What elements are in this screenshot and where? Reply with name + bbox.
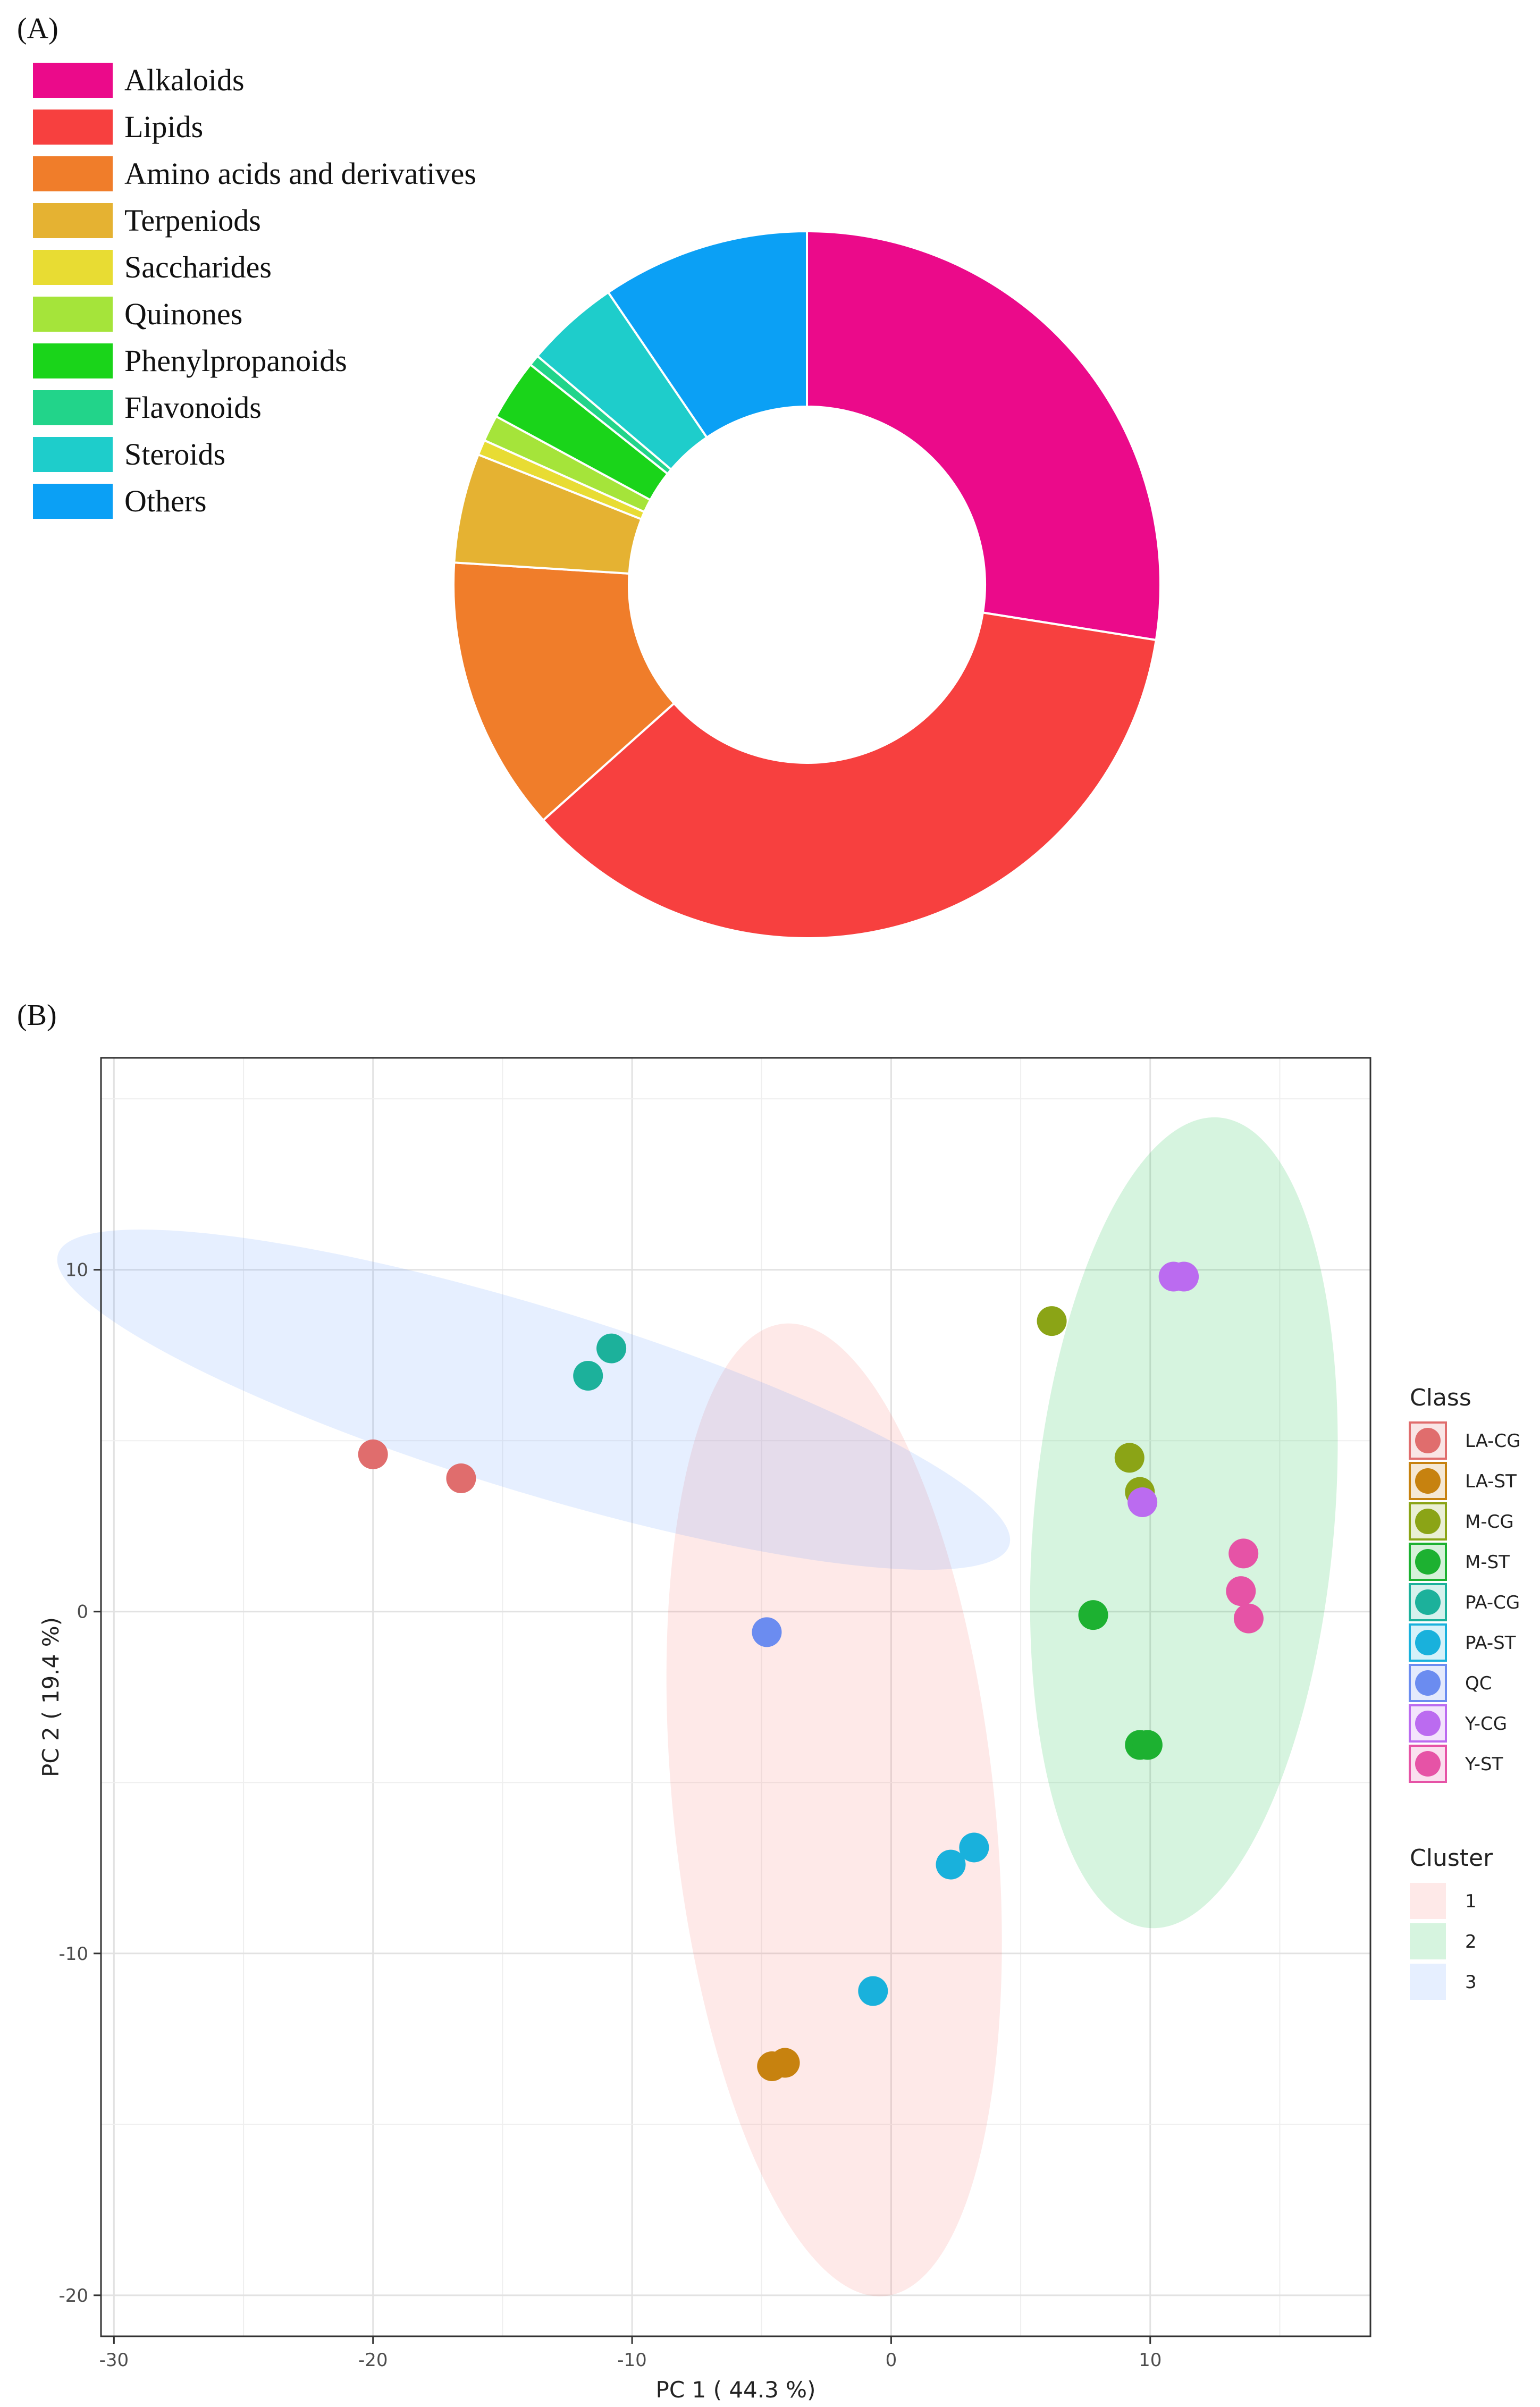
donut-chart xyxy=(452,230,1162,939)
legend-label-saccharides: Saccharides xyxy=(124,250,272,284)
x-axis: -30 -20 -10 0 10 PC 1 ( 44.3 %) xyxy=(99,2336,1162,2403)
point-m-st-3 xyxy=(1132,1730,1163,1760)
class-legend: Class LA-CG LA-ST M-CG M-ST PA-CG PA-ST QC Y-CG Y… xyxy=(1409,1384,1521,1783)
point-pa-st-1 xyxy=(858,1976,888,2006)
y-axis-title: PC 2 ( 19.4 %) xyxy=(38,1617,64,1777)
point-m-cg-1 xyxy=(1037,1306,1067,1336)
class-legend-dot-qc xyxy=(1415,1670,1441,1696)
class-legend-label-pa-st: PA-ST xyxy=(1465,1632,1516,1654)
point-qc-1 xyxy=(752,1617,782,1647)
grid-lines xyxy=(101,1058,1370,2336)
cluster-legend-key-1 xyxy=(1410,1883,1446,1919)
panel-b-label: (B) xyxy=(17,999,57,1032)
point-pa-st-2 xyxy=(936,1849,966,1880)
pca-scatter-chart: -30 -20 -10 0 10 PC 1 ( 44.3 %) -20 -10 0 10 PC 2 … xyxy=(38,1057,1521,2403)
y-tick-label: 10 xyxy=(65,1260,88,1281)
class-legend-label-m-st: M-ST xyxy=(1465,1552,1510,1573)
point-la-st-2 xyxy=(770,2048,800,2078)
cluster-ellipse-1 xyxy=(666,1323,1002,2296)
legend-label-steroids: Steroids xyxy=(124,437,225,472)
panel-a-label: (A) xyxy=(17,12,58,45)
legend-swatch-lipids xyxy=(33,110,113,145)
donut-slice-amino-acids-and-derivatives xyxy=(452,561,676,822)
y-tick-label: 0 xyxy=(77,1602,88,1623)
cluster-legend: Cluster 1 2 3 xyxy=(1410,1845,1493,2000)
donut-slice-lipids xyxy=(542,611,1158,939)
point-m-cg-2 xyxy=(1114,1443,1145,1473)
legend-swatch-alkaloids xyxy=(33,63,113,98)
point-y-st-3 xyxy=(1233,1603,1264,1634)
point-y-cg-2 xyxy=(1169,1261,1199,1292)
cluster-legend-key-3 xyxy=(1410,1964,1446,2000)
class-legend-dot-pa-cg xyxy=(1415,1589,1441,1615)
cluster-legend-label-1: 1 xyxy=(1465,1891,1477,1912)
cluster-legend-key-2 xyxy=(1410,1923,1446,1959)
legend-swatch-steroids xyxy=(33,437,113,472)
x-tick-label: 10 xyxy=(1139,2350,1162,2371)
class-legend-dot-y-st xyxy=(1415,1751,1441,1777)
donut-legend: Alkaloids Lipids Amino acids and derivativ… xyxy=(33,63,476,519)
class-legend-label-qc: QC xyxy=(1465,1673,1492,1694)
legend-label-amino-acids-and-derivatives: Amino acids and derivatives xyxy=(124,156,476,191)
class-legend-label-la-st: LA-ST xyxy=(1465,1471,1517,1492)
x-tick-label: -20 xyxy=(358,2350,388,2371)
legend-swatch-flavonoids xyxy=(33,390,113,425)
class-legend-label-m-cg: M-CG xyxy=(1465,1511,1514,1533)
legend-label-phenylpropanoids: Phenylpropanoids xyxy=(124,343,347,378)
point-la-cg-1 xyxy=(358,1439,388,1469)
x-tick-label: -30 xyxy=(99,2350,129,2371)
legend-label-alkaloids: Alkaloids xyxy=(124,63,245,97)
legend-swatch-amino-acids-and-derivatives xyxy=(33,156,113,191)
point-y-st-1 xyxy=(1228,1538,1259,1569)
cluster-ellipse-2 xyxy=(1030,1117,1338,1929)
class-legend-label-la-cg: LA-CG xyxy=(1465,1430,1521,1452)
legend-swatch-saccharides xyxy=(33,250,113,285)
legend-swatch-quinones xyxy=(33,297,113,332)
class-legend-label-y-st: Y-ST xyxy=(1465,1754,1503,1775)
legend-label-terpeniods: Terpeniods xyxy=(124,203,261,238)
class-legend-dot-la-st xyxy=(1415,1468,1441,1494)
plot-frame xyxy=(100,1057,1371,2337)
data-points xyxy=(358,1261,1264,2081)
point-pa-cg-2 xyxy=(596,1333,627,1364)
legend-label-quinones: Quinones xyxy=(124,297,242,331)
cluster-ellipses xyxy=(57,1117,1338,2296)
legend-swatch-terpeniods xyxy=(33,203,113,238)
y-tick-label: -10 xyxy=(58,1943,88,1965)
class-legend-label-y-cg: Y-CG xyxy=(1465,1713,1507,1735)
cluster-ellipse-3 xyxy=(57,1230,1011,1570)
donut-slice-others xyxy=(607,230,808,439)
legend-swatch-phenylpropanoids xyxy=(33,343,113,378)
cluster-legend-title: Cluster xyxy=(1410,1845,1493,1872)
point-pa-cg-1 xyxy=(573,1361,603,1391)
class-legend-dot-la-cg xyxy=(1415,1428,1441,1453)
plot-panel xyxy=(101,1058,1370,2336)
legend-swatch-others xyxy=(33,484,113,519)
class-legend-dot-pa-st xyxy=(1415,1630,1441,1655)
legend-label-lipids: Lipids xyxy=(124,110,203,144)
cluster-legend-label-2: 2 xyxy=(1465,1931,1477,1952)
cluster-legend-label-3: 3 xyxy=(1465,1972,1477,1993)
point-m-st-1 xyxy=(1078,1600,1108,1630)
class-legend-title: Class xyxy=(1410,1384,1471,1411)
x-tick-label: -10 xyxy=(617,2350,647,2371)
class-legend-dot-m-cg xyxy=(1415,1509,1441,1534)
donut-slice-alkaloids xyxy=(806,230,1162,642)
class-legend-label-pa-cg: PA-CG xyxy=(1465,1592,1520,1613)
y-tick-label: -20 xyxy=(58,2285,88,2307)
point-y-cg-3 xyxy=(1127,1487,1158,1517)
class-legend-dot-y-cg xyxy=(1415,1711,1441,1736)
y-axis: -20 -10 0 10 PC 2 ( 19.4 %) xyxy=(38,1260,101,2307)
legend-label-others: Others xyxy=(124,484,207,518)
point-y-st-2 xyxy=(1226,1576,1256,1606)
x-tick-label: 0 xyxy=(886,2350,897,2371)
class-legend-dot-m-st xyxy=(1415,1549,1441,1575)
x-axis-title: PC 1 ( 44.3 %) xyxy=(656,2377,816,2403)
point-la-cg-2 xyxy=(446,1463,476,1493)
legend-label-flavonoids: Flavonoids xyxy=(124,390,262,425)
point-pa-st-3 xyxy=(959,1832,989,1863)
